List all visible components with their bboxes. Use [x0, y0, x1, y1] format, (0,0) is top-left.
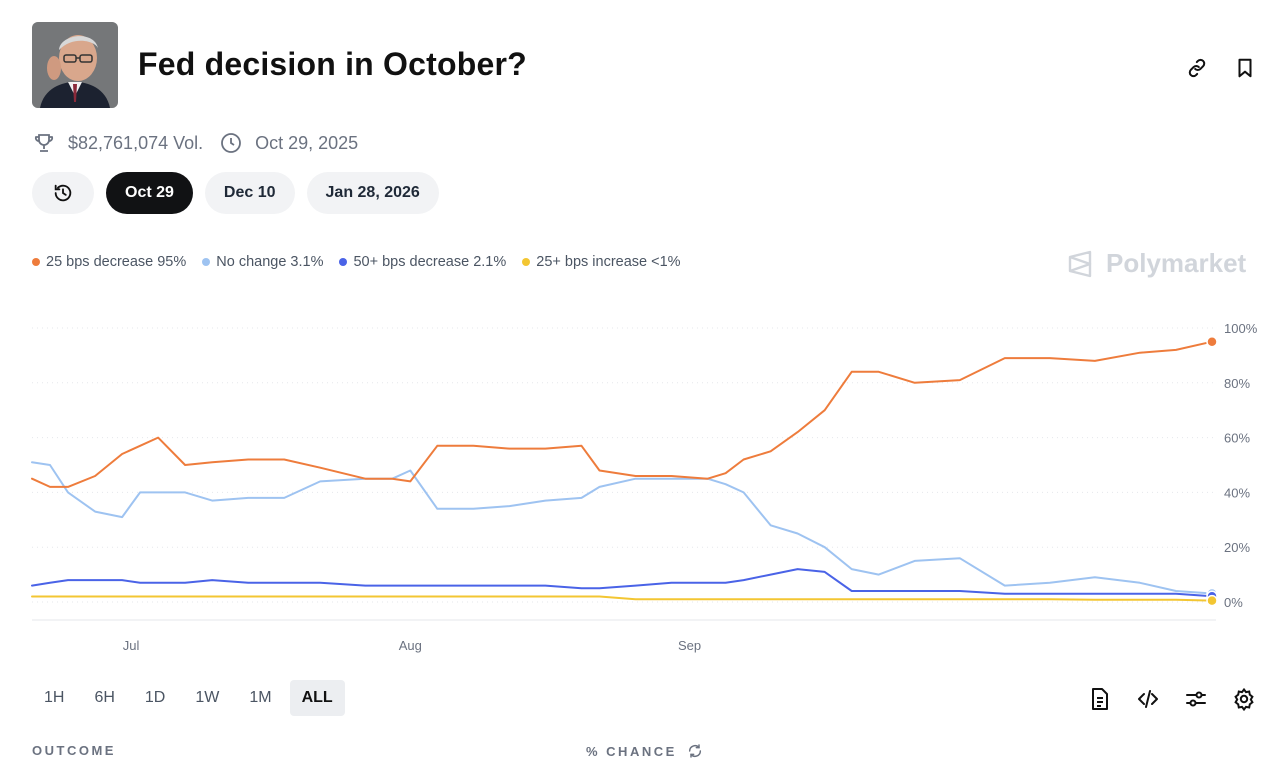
y-tick-label: 20% [1224, 540, 1250, 555]
series-line [31, 461, 1213, 595]
link-icon [1188, 58, 1206, 78]
legend-dot [339, 258, 348, 266]
series-end-dot [1206, 335, 1218, 348]
embed-button[interactable] [1132, 684, 1164, 714]
rules-button[interactable] [1084, 684, 1116, 714]
filters-button[interactable] [1180, 684, 1212, 714]
legend-item: 50+ bps decrease 2.1% [339, 254, 506, 270]
clock-icon [221, 133, 242, 153]
range-6h[interactable]: 6H [94, 689, 115, 706]
legend-item: No change 3.1% [202, 254, 323, 270]
series-line [31, 595, 1213, 602]
bookmark-button[interactable] [1231, 54, 1259, 82]
brand-name: Polymarket [1106, 248, 1247, 278]
series-line [31, 568, 1213, 598]
range-all[interactable]: ALL [289, 680, 345, 716]
end-date-info: Oct 29, 2025 [219, 131, 358, 155]
legend-label: 25 bps decrease 95% [46, 254, 187, 270]
date-pills: Oct 29 Dec 10 Jan 28, 2026 [32, 172, 451, 214]
legend-dot [32, 258, 40, 266]
market-title: Fed decision in October? [138, 46, 527, 82]
legend-item: 25+ bps increase <1% [522, 254, 681, 270]
settings-button[interactable] [1228, 684, 1260, 714]
polymarket-watermark: Polymarket [1066, 248, 1246, 279]
document-icon [1092, 688, 1108, 710]
market-header: Fed decision in October? [32, 22, 1252, 110]
history-clock-icon [54, 184, 72, 202]
time-range-selector: 1H 6H 1D 1W 1M ALL [32, 680, 351, 716]
legend-label: 25+ bps increase <1% [536, 254, 681, 270]
volume-text: $82,761,074 Vol. [68, 132, 204, 153]
y-tick-label: 80% [1224, 376, 1250, 391]
legend-dot [522, 258, 531, 266]
y-tick-label: 100% [1224, 321, 1258, 336]
refresh-icon [688, 744, 701, 758]
end-date-text: Oct 29, 2025 [255, 132, 359, 153]
chart-legend: 25 bps decrease 95% No change 3.1% 50+ b… [32, 254, 697, 270]
series-end-dot [1206, 594, 1218, 607]
polymarket-logo-icon [1068, 250, 1092, 277]
date-pill-oct-29[interactable]: Oct 29 [106, 172, 193, 214]
price-history-chart[interactable]: 100% 80% 60% 40% 20% 0% Jul Aug Sep [0, 300, 1280, 670]
range-1h[interactable]: 1H [44, 689, 65, 706]
settings-gear-icon [1234, 687, 1254, 711]
x-tick-label: Sep [678, 638, 701, 653]
legend-item: 25 bps decrease 95% [32, 254, 186, 270]
embed-code-icon [1138, 690, 1158, 708]
market-meta: $82,761,074 Vol. Oct 29, 2025 [32, 128, 374, 158]
market-avatar [32, 22, 118, 108]
y-tick-label: 60% [1224, 431, 1250, 446]
legend-label: 50+ bps decrease 2.1% [353, 254, 507, 270]
legend-dot [202, 258, 211, 266]
series-line [31, 340, 1213, 488]
date-pill-dec-10[interactable]: Dec 10 [204, 172, 295, 214]
person-portrait-icon [32, 22, 118, 108]
range-1w[interactable]: 1W [195, 689, 220, 706]
range-1m[interactable]: 1M [249, 689, 272, 706]
chance-column-header[interactable]: % CHANCE [586, 743, 703, 759]
x-tick-label: Aug [399, 638, 422, 653]
trophy-icon [34, 134, 54, 152]
bookmark-icon [1238, 58, 1252, 78]
legend-label: No change 3.1% [216, 254, 324, 270]
copy-link-button[interactable] [1183, 54, 1211, 82]
x-tick-label: Jul [123, 638, 140, 653]
volume-info: $82,761,074 Vol. [32, 131, 203, 155]
y-tick-label: 40% [1224, 485, 1250, 500]
range-1d[interactable]: 1D [144, 689, 166, 706]
outcome-column-header: OUTCOME [32, 743, 116, 758]
date-pill-jan-28-2026[interactable]: Jan 28, 2026 [306, 172, 439, 214]
y-tick-label: 0% [1224, 595, 1243, 610]
filters-icon [1186, 691, 1206, 707]
history-button[interactable] [32, 172, 94, 214]
chart-tools [1084, 684, 1276, 714]
chance-header-label: % CHANCE [586, 743, 677, 759]
